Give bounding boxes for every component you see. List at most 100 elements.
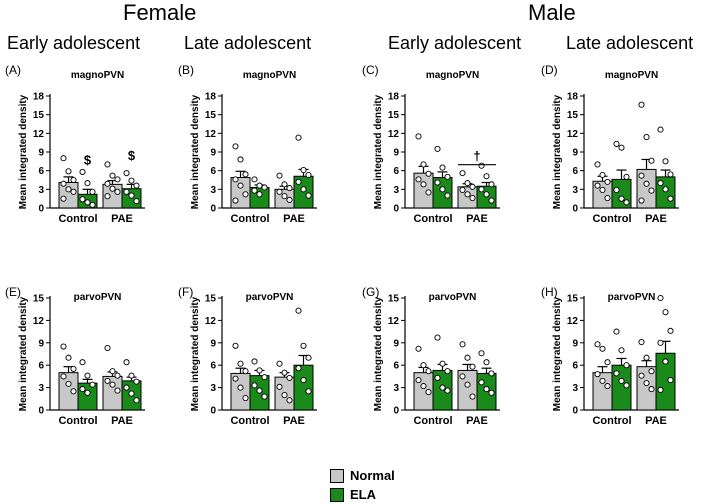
- data-point: [60, 180, 67, 187]
- data-point: [300, 166, 307, 174]
- data-point: [84, 199, 91, 206]
- legend-label-normal: Normal: [350, 468, 395, 483]
- data-point: [439, 360, 446, 367]
- data-point: [594, 341, 601, 348]
- data-point: [242, 395, 249, 402]
- data-point: [488, 181, 495, 188]
- data-point: [439, 186, 446, 193]
- data-point: [415, 345, 422, 352]
- y-axis-label: Mean integrated density: [190, 296, 201, 411]
- y-tick-label: 6: [38, 361, 44, 372]
- data-point: [70, 365, 77, 372]
- y-tick-label: 3: [210, 383, 216, 394]
- data-point: [237, 384, 244, 391]
- data-point: [242, 171, 249, 178]
- y-tick-label: 12: [567, 129, 579, 140]
- male-title: Male: [528, 0, 576, 25]
- data-point: [261, 393, 268, 400]
- data-point: [667, 195, 674, 202]
- data-point: [623, 173, 630, 180]
- data-point: [623, 199, 630, 206]
- y-tick-label: 9: [210, 338, 216, 349]
- x-tick-label: PAE: [283, 415, 305, 427]
- data-point: [667, 171, 674, 178]
- y-tick-label: 6: [210, 166, 216, 177]
- data-point: [104, 180, 111, 187]
- y-tick-label: 18: [205, 92, 217, 103]
- data-point: [657, 294, 664, 302]
- data-point: [425, 189, 432, 196]
- data-point: [60, 195, 67, 202]
- panel-label: (C): [362, 63, 379, 77]
- data-point: [425, 368, 432, 375]
- data-point: [128, 372, 135, 379]
- panel-title: magnoPVN: [426, 70, 479, 81]
- data-point: [439, 164, 446, 171]
- y-tick-label: 6: [393, 166, 399, 177]
- data-point: [469, 194, 476, 202]
- panel-label: (A): [5, 63, 21, 77]
- data-point: [232, 375, 239, 382]
- data-point: [232, 342, 239, 349]
- data-point: [84, 180, 91, 187]
- x-tick-label: Control: [592, 213, 631, 225]
- y-tick-label: 0: [210, 204, 216, 215]
- data-point: [604, 194, 611, 202]
- data-point: [232, 197, 239, 204]
- data-point: [643, 134, 650, 141]
- data-point: [638, 372, 645, 379]
- data-point: [638, 339, 645, 346]
- y-tick-label: 15: [388, 110, 400, 121]
- data-point: [128, 390, 135, 397]
- y-axis-label: Mean integrated density: [190, 94, 201, 209]
- data-point: [237, 182, 244, 189]
- y-tick-label: 0: [38, 406, 44, 417]
- y-tick-label: 6: [210, 361, 216, 372]
- legend-item-normal: Normal: [330, 466, 395, 485]
- significance-marker: †: [473, 149, 480, 164]
- data-point: [662, 309, 669, 316]
- data-point: [300, 186, 307, 193]
- data-point: [295, 178, 302, 185]
- data-point: [286, 185, 293, 192]
- data-point: [434, 374, 441, 381]
- data-point: [657, 126, 664, 133]
- data-point: [648, 368, 655, 375]
- y-tick-label: 18: [567, 92, 579, 103]
- data-point: [65, 380, 72, 387]
- data-point: [242, 191, 249, 198]
- data-point: [305, 192, 312, 199]
- data-point: [483, 359, 490, 366]
- data-point: [305, 388, 312, 395]
- data-point: [281, 392, 288, 399]
- y-axis-label: Mean integrated density: [18, 296, 29, 411]
- data-point: [613, 186, 620, 194]
- data-point: [104, 377, 111, 384]
- data-point: [276, 188, 283, 195]
- data-point: [643, 354, 650, 361]
- y-axis-label: Mean integrated density: [552, 296, 563, 411]
- data-point: [459, 373, 466, 380]
- x-tick-label: Control: [58, 213, 97, 225]
- data-point: [478, 186, 485, 193]
- y-tick-label: 15: [33, 110, 45, 121]
- y-tick-label: 0: [572, 204, 578, 215]
- data-point: [643, 180, 650, 187]
- data-point: [261, 374, 268, 381]
- data-point: [444, 192, 451, 199]
- data-point: [594, 182, 601, 189]
- x-tick-label: PAE: [645, 213, 667, 225]
- panel-label: (E): [5, 285, 21, 299]
- data-point: [415, 377, 422, 384]
- data-point: [123, 188, 130, 195]
- y-tick-label: 12: [388, 316, 400, 327]
- data-point: [478, 350, 485, 357]
- legend-swatch-normal: [330, 468, 344, 483]
- x-tick-label: Control: [230, 415, 269, 427]
- female-title: Female: [123, 0, 197, 25]
- data-point: [242, 368, 249, 375]
- data-point: [305, 171, 312, 179]
- data-point: [623, 362, 630, 369]
- data-point: [114, 176, 121, 183]
- female-late-title: Late adolescent: [184, 33, 312, 53]
